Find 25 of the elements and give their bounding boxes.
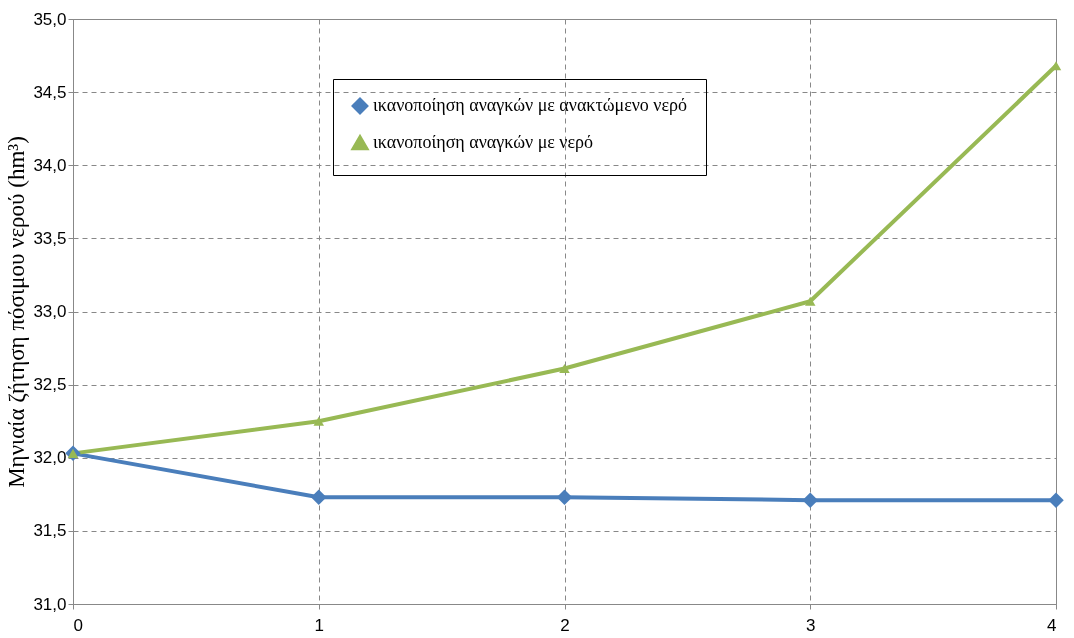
point [556, 489, 573, 505]
y-axis-title: Μηνιαία ζήτηση πόσιμου νερού (hm³) [4, 136, 30, 488]
point [313, 416, 324, 426]
point [805, 296, 816, 306]
x-tick-label: 1 [314, 615, 324, 635]
x-tick-label: 2 [560, 615, 570, 635]
x-tick-label: 0 [73, 615, 83, 635]
x-tick-label: 3 [806, 615, 816, 635]
y-tick-label: 35,0 [33, 9, 67, 29]
point [67, 448, 79, 458]
y-tick-label: 31,0 [33, 594, 67, 614]
point [1048, 492, 1064, 508]
point [559, 364, 570, 374]
x-tick-label: 4 [1047, 615, 1057, 635]
y-tick-label: 31,5 [33, 521, 67, 541]
point [802, 492, 818, 508]
y-tick-label: 32,0 [33, 448, 67, 468]
legend-label: ικανοποίηση αναγκών με ανακτώμενο νερό [373, 95, 688, 115]
y-tick-label: 32,5 [33, 375, 67, 395]
y-tick-label: 33,5 [33, 228, 67, 248]
y-tick-label: 34,5 [33, 82, 67, 102]
legend-label: ικανοποίηση αναγκών με νερό [373, 132, 594, 152]
y-tick-label: 34,0 [33, 155, 67, 175]
y-tick-label: 33,0 [33, 302, 67, 321]
point [311, 489, 327, 505]
